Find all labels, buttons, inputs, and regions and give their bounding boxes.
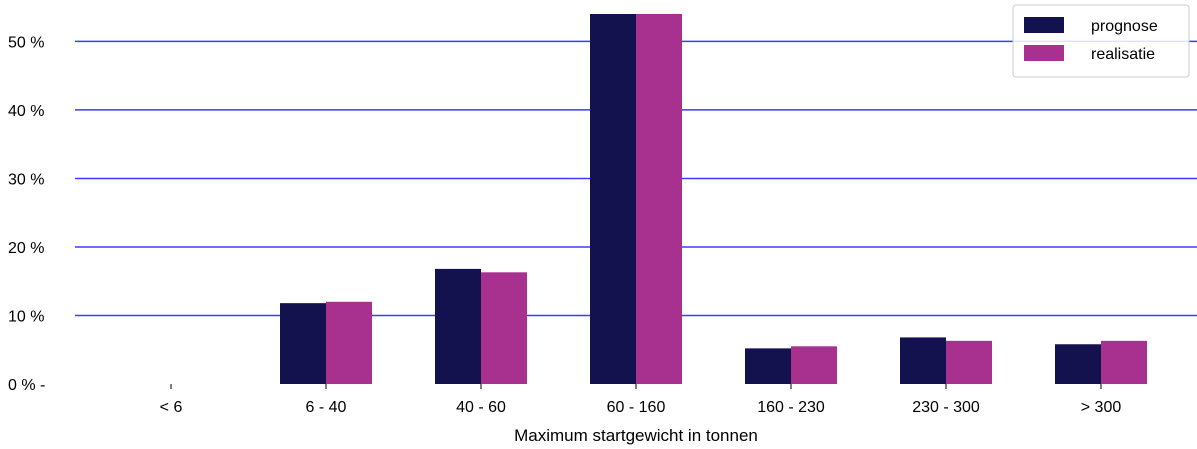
bar-prognose bbox=[435, 268, 481, 384]
bar-realisatie bbox=[636, 14, 682, 384]
y-tick-label: 50 % bbox=[8, 34, 44, 51]
y-tick-label: 10 % bbox=[8, 308, 44, 325]
y-tick-label: 0 % - bbox=[8, 377, 45, 394]
x-tick-label: 60 - 160 bbox=[607, 399, 666, 416]
legend-swatch-realisatie bbox=[1024, 45, 1064, 61]
bar-prognose bbox=[900, 337, 946, 384]
legend-swatch-prognose bbox=[1024, 17, 1064, 33]
bars bbox=[280, 14, 1147, 384]
y-tick-labels: 0 % - 10 % 20 % 30 % 40 % 50 % bbox=[8, 34, 45, 394]
legend: prognose realisatie bbox=[1012, 4, 1190, 78]
y-tick-label: 30 % bbox=[8, 171, 44, 188]
bar-realisatie bbox=[481, 272, 527, 384]
bar-prognose bbox=[745, 348, 791, 384]
x-tick-label: < 6 bbox=[160, 399, 183, 416]
bar-prognose bbox=[280, 303, 326, 384]
legend-label-prognose: prognose bbox=[1091, 18, 1158, 35]
bar-realisatie bbox=[946, 340, 992, 384]
x-tick-label: 160 - 230 bbox=[757, 399, 825, 416]
legend-box bbox=[1012, 4, 1190, 78]
bar-realisatie bbox=[326, 301, 372, 384]
bar-realisatie bbox=[791, 346, 837, 384]
y-tick-label: 20 % bbox=[8, 240, 44, 257]
x-axis-label: Maximum startgewicht in tonnen bbox=[514, 426, 758, 445]
bar-prognose bbox=[590, 14, 636, 384]
x-tick-labels: < 6 6 - 40 40 - 60 60 - 160 160 - 230 230 - 3… bbox=[160, 384, 1122, 416]
x-tick-label: 40 - 60 bbox=[456, 399, 506, 416]
bar-prognose bbox=[1055, 344, 1101, 384]
y-tick-label: 40 % bbox=[8, 103, 44, 120]
x-tick-label: 6 - 40 bbox=[306, 399, 347, 416]
legend-label-realisatie: realisatie bbox=[1091, 46, 1155, 63]
x-tick-label: 230 - 300 bbox=[912, 399, 980, 416]
bar-realisatie bbox=[1101, 340, 1147, 384]
x-tick-label: > 300 bbox=[1081, 399, 1122, 416]
